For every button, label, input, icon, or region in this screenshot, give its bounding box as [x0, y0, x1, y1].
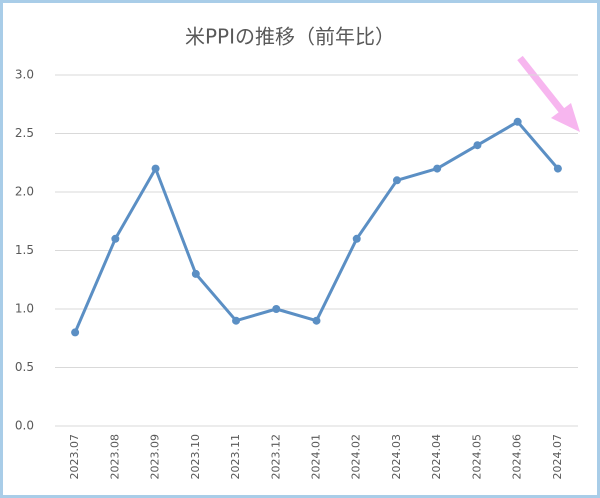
marker [111, 234, 120, 243]
x-tick-label: 2023.07 [68, 434, 81, 480]
marker [392, 176, 401, 185]
x-tick-label: 2023.10 [189, 434, 202, 480]
marker [232, 316, 241, 325]
y-tick-label: 1.0 [15, 302, 34, 316]
marker [272, 305, 281, 313]
y-tick-label: 1.5 [15, 243, 34, 257]
marker [71, 328, 80, 337]
x-tick-label: 2023.09 [149, 434, 162, 480]
chart-title: 米PPIの推移（前年比） [185, 25, 395, 49]
y-tick-label: 3.0 [15, 68, 34, 82]
marker [151, 164, 160, 173]
marker [191, 269, 200, 278]
x-tick-label: 2024.01 [310, 434, 323, 480]
x-tick-label: 2023.08 [108, 434, 121, 480]
y-tick-label: 0.0 [15, 419, 34, 433]
annotation-arrow [517, 55, 580, 132]
marker [513, 117, 522, 126]
y-tick-label: 2.0 [15, 185, 34, 199]
x-tick-label: 2024.04 [430, 434, 443, 480]
marker [553, 164, 562, 173]
x-tick-label: 2023.11 [229, 434, 242, 480]
y-tick-label: 2.5 [15, 126, 34, 140]
y-tick-label: 0.5 [15, 360, 34, 374]
marker [433, 164, 442, 173]
marker [312, 316, 321, 325]
marker [352, 234, 361, 243]
marker [473, 141, 482, 150]
x-tick-label: 2024.02 [350, 434, 363, 480]
x-tick-label: 2024.05 [470, 434, 483, 480]
x-tick-label: 2023.12 [269, 434, 282, 480]
x-tick-label: 2024.07 [551, 434, 564, 480]
x-tick-label: 2024.03 [390, 434, 403, 480]
x-tick-label: 2024.06 [511, 434, 524, 480]
